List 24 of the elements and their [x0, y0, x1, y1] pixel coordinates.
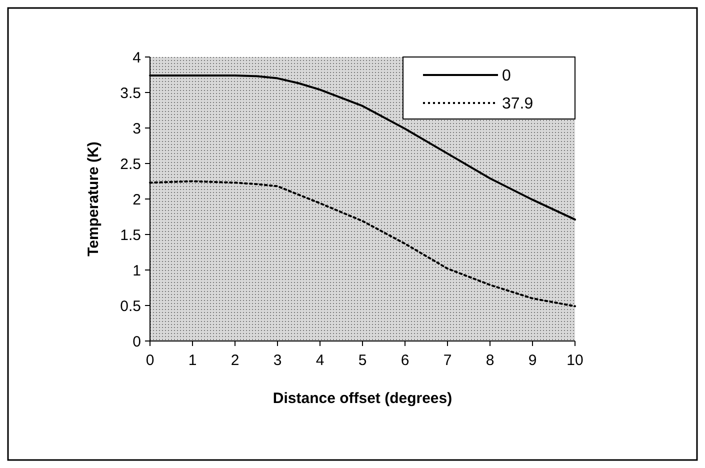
legend-label: 37.9: [502, 96, 534, 113]
x-tick-label: 9: [528, 352, 537, 369]
y-tick-label: 1: [132, 262, 141, 280]
y-tick-label: 1.5: [120, 226, 141, 244]
x-axis-title: Distance offset (degrees): [272, 390, 452, 407]
y-tick-label: 2.5: [120, 156, 141, 173]
x-tick-label: 5: [358, 352, 367, 369]
x-tick-label: 0: [146, 352, 154, 369]
x-tick-label: 6: [400, 352, 410, 369]
y-tick-label: 3.5: [120, 84, 141, 102]
x-tick-label: 2: [230, 352, 240, 369]
x-tick-label: 10: [566, 352, 584, 369]
x-tick-label: 4: [316, 352, 324, 369]
y-tick-label: 0: [132, 333, 141, 350]
y-tick-label: 4: [132, 49, 141, 66]
x-tick-label: 8: [486, 352, 494, 369]
x-tick-label: 1: [188, 352, 197, 369]
y-tick-label: 0.5: [120, 298, 141, 315]
y-tick-label: 3: [132, 120, 141, 138]
x-tick-label: 7: [443, 352, 452, 369]
y-tick-label: 2: [132, 191, 141, 208]
x-tick-label: 3: [273, 352, 282, 369]
legend-label: 0: [502, 68, 511, 85]
y-axis-title: Temperature (K): [85, 142, 102, 256]
